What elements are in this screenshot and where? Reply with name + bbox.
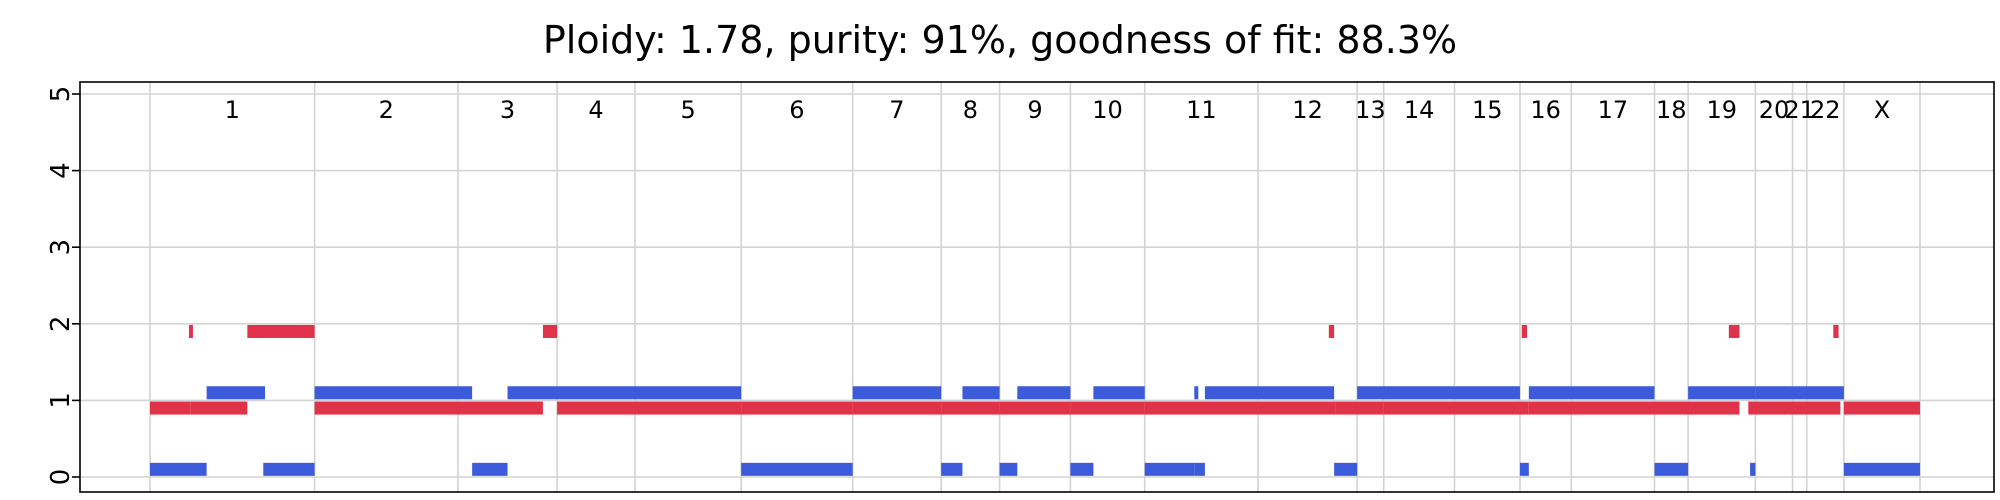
copy-number-segment bbox=[247, 324, 315, 338]
copy-number-segment bbox=[1755, 386, 1844, 400]
chromosome-label: 7 bbox=[889, 96, 904, 124]
copy-number-segment bbox=[852, 386, 942, 400]
chart-title: Ploidy: 1.78, purity: 91%, goodness of f… bbox=[543, 18, 1457, 62]
copy-number-segment bbox=[999, 401, 1071, 415]
copy-number-segment bbox=[1843, 401, 1920, 415]
copy-number-segment bbox=[741, 401, 853, 415]
chromosome-label: 3 bbox=[500, 96, 515, 124]
chromosome-label: 11 bbox=[1186, 96, 1217, 124]
grid-layer bbox=[80, 82, 1994, 492]
chromosome-label: 13 bbox=[1355, 96, 1386, 124]
copy-number-segment bbox=[1194, 386, 1199, 400]
y-tick-label: 4 bbox=[46, 162, 76, 179]
chromosome-label: 20 bbox=[1759, 96, 1790, 124]
copy-number-segment bbox=[190, 401, 248, 415]
copy-number-segment bbox=[1204, 386, 1335, 400]
copy-number-segment bbox=[741, 462, 853, 476]
copy-number-segment bbox=[507, 386, 742, 400]
chromosome-label: 6 bbox=[789, 96, 804, 124]
chromosome-label: 17 bbox=[1598, 96, 1629, 124]
chromosome-label: 18 bbox=[1656, 96, 1687, 124]
copy-number-segment bbox=[188, 324, 193, 338]
copy-number-segment bbox=[1528, 386, 1655, 400]
copy-number-segment bbox=[1750, 462, 1756, 476]
copy-number-segment bbox=[1833, 324, 1839, 338]
copy-number-segment bbox=[1843, 462, 1920, 476]
copy-number-segment bbox=[1335, 401, 1384, 415]
copy-number-segment bbox=[1328, 324, 1335, 338]
chromosome-label: 1 bbox=[225, 96, 240, 124]
chromosome-label: 19 bbox=[1706, 96, 1737, 124]
copy-number-segment bbox=[1654, 401, 1740, 415]
copy-number-segment bbox=[314, 401, 543, 415]
copy-number-segment bbox=[1194, 462, 1205, 476]
copy-number-segment bbox=[1357, 386, 1520, 400]
copy-number-segment bbox=[941, 462, 963, 476]
copy-number-segment bbox=[1258, 401, 1336, 415]
copy-number-segment bbox=[206, 386, 266, 400]
copy-number-segment bbox=[150, 401, 191, 415]
copy-number-segment bbox=[263, 462, 315, 476]
chromosome-label: X bbox=[1874, 96, 1890, 124]
copy-number-segment bbox=[1688, 386, 1756, 400]
plot-frame bbox=[79, 81, 1995, 493]
chromosome-label: 22 bbox=[1810, 96, 1841, 124]
copy-number-segment bbox=[1070, 401, 1145, 415]
y-axis-ticks: 0 1 2 3 4 5 bbox=[46, 86, 80, 486]
chromosome-label: 2 bbox=[379, 96, 394, 124]
chromosome-label: 8 bbox=[963, 96, 978, 124]
copy-number-segment bbox=[1093, 386, 1145, 400]
copy-number-segment bbox=[1017, 386, 1071, 400]
copy-number-segment bbox=[941, 401, 1000, 415]
copy-number-segment bbox=[1519, 462, 1529, 476]
y-tick-label: 1 bbox=[46, 392, 76, 409]
copy-number-segment bbox=[472, 462, 508, 476]
y-tick-label: 0 bbox=[46, 469, 76, 486]
copy-number-segment bbox=[1070, 462, 1094, 476]
copy-number-segment bbox=[542, 324, 558, 338]
copy-number-segment bbox=[1144, 462, 1195, 476]
chromosome-label: 4 bbox=[588, 96, 603, 124]
copy-number-segment bbox=[1528, 401, 1655, 415]
copy-number-segment bbox=[1654, 462, 1689, 476]
chromosome-label: 15 bbox=[1472, 96, 1503, 124]
chromosome-label: 12 bbox=[1292, 96, 1323, 124]
segment-layer bbox=[150, 324, 1920, 476]
copy-number-segment bbox=[1383, 401, 1520, 415]
chromosome-label: 21 bbox=[1784, 96, 1815, 124]
copy-number-segment bbox=[1521, 324, 1528, 338]
y-tick-label: 3 bbox=[46, 239, 76, 256]
copy-number-segment bbox=[557, 401, 742, 415]
chromosome-label: 14 bbox=[1404, 96, 1435, 124]
copy-number-segment bbox=[999, 462, 1018, 476]
copy-number-segment bbox=[962, 386, 1000, 400]
copy-number-segment bbox=[150, 462, 207, 476]
copy-number-segment bbox=[314, 386, 473, 400]
copy-number-segment bbox=[1334, 462, 1358, 476]
chromosome-label: 5 bbox=[680, 96, 695, 124]
copy-number-segment bbox=[1728, 324, 1740, 338]
y-tick-label: 5 bbox=[46, 86, 76, 103]
y-tick-label: 2 bbox=[46, 316, 76, 333]
copy-number-segment bbox=[1519, 401, 1529, 415]
chromosome-label: 16 bbox=[1530, 96, 1561, 124]
copy-number-segment bbox=[852, 401, 942, 415]
copy-number-segment bbox=[1748, 401, 1841, 415]
copy-number-segment bbox=[1144, 401, 1259, 415]
chromosome-label: 9 bbox=[1027, 96, 1042, 124]
chromosome-label: 10 bbox=[1092, 96, 1123, 124]
